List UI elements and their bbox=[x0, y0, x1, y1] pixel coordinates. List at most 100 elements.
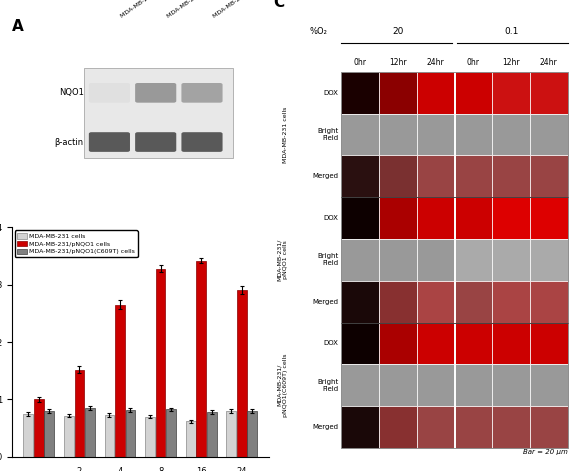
Bar bbox=[417, 239, 455, 281]
Bar bbox=[342, 114, 379, 155]
Text: Bright
Field: Bright Field bbox=[317, 128, 339, 141]
Bar bbox=[530, 365, 567, 406]
Bar bbox=[417, 365, 455, 406]
Text: DOX: DOX bbox=[324, 89, 339, 96]
Text: MDA-MB-231/
pNQO1(C609T) cells: MDA-MB-231/ pNQO1(C609T) cells bbox=[277, 354, 288, 417]
Bar bbox=[455, 155, 492, 197]
Bar bbox=[23, 414, 33, 457]
Bar bbox=[342, 365, 379, 406]
Bar bbox=[530, 155, 567, 197]
Bar bbox=[226, 411, 236, 457]
Text: 24hr: 24hr bbox=[540, 58, 558, 67]
Bar bbox=[145, 417, 155, 457]
Bar bbox=[455, 281, 492, 323]
Bar bbox=[342, 239, 379, 281]
FancyBboxPatch shape bbox=[181, 132, 222, 152]
Text: DOX: DOX bbox=[324, 215, 339, 221]
Bar bbox=[455, 239, 492, 281]
Bar bbox=[342, 406, 379, 448]
Bar bbox=[379, 197, 417, 239]
Bar bbox=[530, 197, 567, 239]
Legend: MDA-MB-231 cells, MDA-MB-231/pNQO1 cells, MDA-MB-231/pNQO1(C609T) cells: MDA-MB-231 cells, MDA-MB-231/pNQO1 cells… bbox=[15, 230, 137, 257]
FancyBboxPatch shape bbox=[135, 83, 176, 103]
Bar bbox=[492, 323, 530, 365]
Bar bbox=[156, 268, 166, 457]
Bar bbox=[342, 155, 379, 197]
Bar bbox=[417, 281, 455, 323]
Bar bbox=[44, 411, 54, 457]
Text: 0hr: 0hr bbox=[354, 58, 367, 67]
Text: 20: 20 bbox=[392, 27, 404, 36]
Bar bbox=[34, 399, 43, 457]
Text: A: A bbox=[12, 19, 23, 34]
Text: MDA-MB-231 cells: MDA-MB-231 cells bbox=[120, 0, 168, 19]
Bar bbox=[492, 365, 530, 406]
Text: NQO1: NQO1 bbox=[59, 89, 84, 97]
Text: 24hr: 24hr bbox=[427, 58, 445, 67]
Bar bbox=[492, 197, 530, 239]
Text: C: C bbox=[273, 0, 284, 10]
Bar bbox=[126, 410, 135, 457]
Text: MDA-MB-231/
pNQO1 cells: MDA-MB-231/ pNQO1 cells bbox=[277, 239, 288, 281]
Bar bbox=[379, 365, 417, 406]
Bar bbox=[74, 370, 84, 457]
Bar bbox=[379, 155, 417, 197]
Text: Bright
Field: Bright Field bbox=[317, 253, 339, 267]
Bar bbox=[530, 323, 567, 365]
Bar bbox=[166, 409, 176, 457]
Bar bbox=[455, 197, 492, 239]
Bar bbox=[492, 155, 530, 197]
Bar bbox=[105, 415, 114, 457]
Bar bbox=[417, 197, 455, 239]
Text: %O₂: %O₂ bbox=[309, 27, 327, 36]
Bar bbox=[64, 415, 74, 457]
Bar bbox=[379, 114, 417, 155]
FancyBboxPatch shape bbox=[181, 83, 222, 103]
Bar bbox=[207, 412, 216, 457]
Bar bbox=[379, 323, 417, 365]
Bar bbox=[379, 281, 417, 323]
Bar bbox=[530, 239, 567, 281]
Bar bbox=[342, 323, 379, 365]
Text: β-actin: β-actin bbox=[54, 138, 84, 146]
Text: Merged: Merged bbox=[312, 299, 339, 305]
Bar bbox=[417, 72, 455, 114]
Bar bbox=[417, 155, 455, 197]
Bar bbox=[492, 281, 530, 323]
Bar bbox=[417, 406, 455, 448]
Text: Bright
Field: Bright Field bbox=[317, 379, 339, 392]
Text: MDA-MB-231/pNQO1 cells: MDA-MB-231/pNQO1 cells bbox=[166, 0, 235, 19]
Bar bbox=[379, 72, 417, 114]
Text: 12hr: 12hr bbox=[503, 58, 520, 67]
Text: Merged: Merged bbox=[312, 424, 339, 430]
Bar bbox=[492, 72, 530, 114]
FancyBboxPatch shape bbox=[84, 68, 233, 158]
Text: Bar = 20 μm: Bar = 20 μm bbox=[523, 449, 567, 455]
Bar bbox=[455, 406, 492, 448]
Bar bbox=[247, 411, 257, 457]
Text: DOX: DOX bbox=[324, 341, 339, 347]
Bar bbox=[342, 197, 379, 239]
Bar bbox=[455, 323, 492, 365]
Bar bbox=[530, 281, 567, 323]
Bar bbox=[492, 114, 530, 155]
Bar bbox=[492, 406, 530, 448]
Bar bbox=[342, 281, 379, 323]
Bar bbox=[186, 421, 195, 457]
FancyBboxPatch shape bbox=[89, 132, 130, 152]
Bar bbox=[379, 406, 417, 448]
Text: 0hr: 0hr bbox=[467, 58, 480, 67]
Bar bbox=[530, 406, 567, 448]
Bar bbox=[455, 114, 492, 155]
Bar bbox=[85, 408, 95, 457]
Bar bbox=[342, 72, 567, 448]
Bar bbox=[530, 72, 567, 114]
Bar bbox=[455, 365, 492, 406]
Bar bbox=[417, 114, 455, 155]
Text: 0.1: 0.1 bbox=[504, 27, 518, 36]
Bar bbox=[492, 239, 530, 281]
FancyBboxPatch shape bbox=[89, 83, 130, 103]
Text: MDA-MB-231/pNQO1(C609T) cells: MDA-MB-231/pNQO1(C609T) cells bbox=[212, 0, 302, 19]
Bar bbox=[237, 291, 247, 457]
Bar bbox=[197, 260, 206, 457]
